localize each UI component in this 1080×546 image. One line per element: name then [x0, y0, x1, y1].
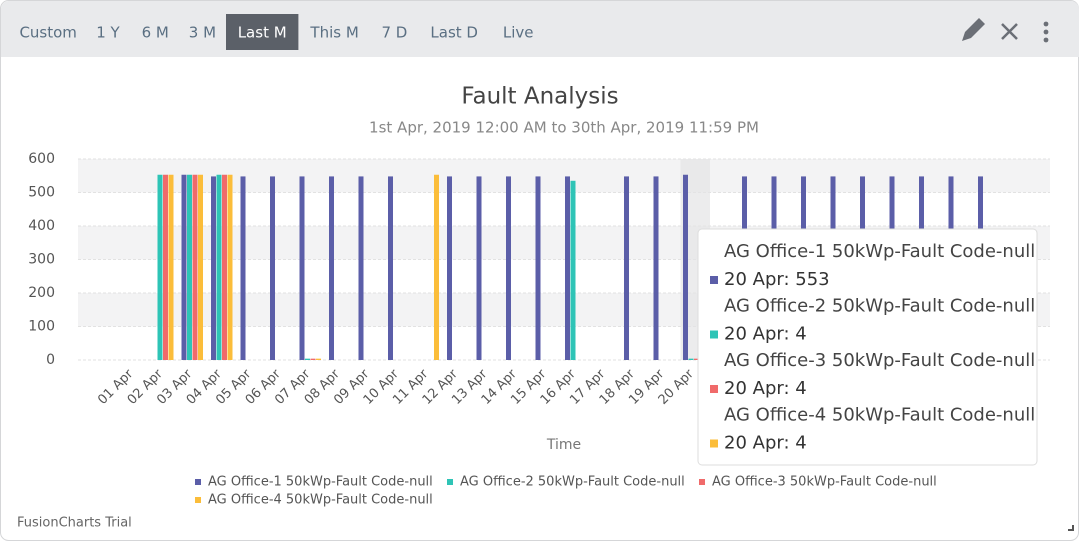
- tooltip-sep: :: [783, 378, 795, 399]
- tooltip-number: 4: [795, 378, 806, 399]
- tooltip-category: 20 Apr: [724, 433, 784, 454]
- bar: [683, 174, 688, 360]
- bar: [305, 358, 310, 360]
- chart-title: Fault Analysis: [461, 84, 618, 110]
- bar: [329, 176, 334, 360]
- x-axis-title: Time: [546, 437, 581, 453]
- close-icon[interactable]: [1001, 23, 1018, 40]
- y-tick-label: 500: [28, 185, 55, 201]
- y-tick-label: 200: [28, 285, 55, 301]
- bar: [476, 176, 482, 360]
- bar: [434, 174, 439, 360]
- menu-icon[interactable]: [1043, 21, 1049, 43]
- bar: [535, 176, 541, 360]
- bar: [316, 358, 321, 360]
- toolbar-icons: [962, 18, 1049, 43]
- y-tick-label: 600: [28, 151, 55, 167]
- legend-label[interactable]: AG Office-1 50kWp-Fault Code-null: [208, 475, 433, 490]
- legend-swatch: [195, 497, 201, 503]
- edit-icon[interactable]: [962, 18, 985, 41]
- bar: [222, 174, 227, 360]
- bar: [447, 176, 452, 360]
- tooltip-series: AG Office-2 50kWp-Fault Code-null: [724, 296, 1035, 317]
- toolbar-button[interactable]: 1 Y: [96, 24, 120, 42]
- bar: [270, 176, 275, 360]
- bar: [310, 358, 316, 360]
- toolbar-button[interactable]: Live: [503, 24, 534, 42]
- bar: [211, 176, 216, 360]
- tooltip-box: [697, 228, 1038, 466]
- tooltip-series: AG Office-3 50kWp-Fault Code-null: [724, 350, 1035, 371]
- legend-swatch: [195, 479, 201, 485]
- tooltip-number: 4: [795, 324, 806, 345]
- bar: [388, 176, 393, 360]
- bar: [565, 176, 570, 360]
- tooltip-value: 20 Apr: 553: [724, 269, 830, 290]
- tooltip-sep: :: [783, 269, 795, 290]
- tooltip-value: 20 Apr: 4: [724, 378, 807, 399]
- bar: [181, 174, 187, 360]
- tooltip-value: 20 Apr: 4: [724, 324, 807, 345]
- chart-subtitle: 1st Apr, 2019 12:00 AM to 30th Apr, 2019…: [369, 119, 759, 137]
- y-tick-label: 100: [28, 319, 55, 335]
- legend-label[interactable]: AG Office-3 50kWp-Fault Code-null: [712, 475, 937, 490]
- grid-band: [78, 159, 1050, 193]
- y-tick-label: 300: [28, 252, 55, 268]
- tooltip: AG Office-1 50kWp-Fault Code-null 20 Apr:…: [697, 228, 1038, 466]
- tooltip-series: AG Office-1 50kWp-Fault Code-null: [724, 241, 1035, 262]
- bar: [299, 176, 305, 360]
- bar: [168, 174, 174, 360]
- toolbar-button[interactable]: 7 D: [381, 24, 407, 42]
- tooltip-sep: :: [783, 324, 795, 345]
- bar: [624, 176, 629, 360]
- bar: [163, 174, 168, 360]
- bar: [653, 176, 659, 360]
- toolbar-button[interactable]: Last D: [430, 24, 478, 42]
- tooltip-swatch: [710, 385, 718, 393]
- y-tick-label: 400: [28, 218, 55, 234]
- legend-label[interactable]: AG Office-2 50kWp-Fault Code-null: [460, 475, 685, 490]
- bar: [570, 180, 576, 360]
- tooltip-swatch: [710, 276, 718, 284]
- toolbar-button[interactable]: Custom: [19, 24, 76, 42]
- bar: [192, 174, 198, 360]
- tooltip-swatch: [710, 330, 718, 339]
- legend-swatch: [699, 479, 705, 485]
- tooltip-category: 20 Apr: [724, 269, 784, 290]
- tooltip-swatch: [710, 439, 718, 448]
- resize-handle[interactable]: [1068, 525, 1074, 531]
- toolbar-button[interactable]: This M: [309, 24, 358, 42]
- bar: [688, 358, 694, 360]
- toolbar-button[interactable]: 3 M: [189, 24, 216, 42]
- toolbar-button-bg: [226, 14, 299, 50]
- tooltip-number: 553: [795, 269, 829, 290]
- bar: [240, 176, 246, 360]
- watermark: FusionCharts Trial: [17, 516, 132, 531]
- toolbar-button[interactable]: Last M: [238, 24, 287, 42]
- tooltip-value: 20 Apr: 4: [724, 433, 807, 454]
- bar: [198, 174, 203, 360]
- tooltip-sep: :: [783, 433, 795, 454]
- tooltip-series: AG Office-4 50kWp-Fault Code-null: [724, 405, 1035, 426]
- bar: [157, 174, 163, 360]
- bar: [358, 176, 364, 360]
- tooltip-number: 4: [795, 433, 806, 454]
- tooltip-category: 20 Apr: [724, 324, 784, 345]
- bar: [187, 174, 192, 360]
- bar: [216, 174, 222, 360]
- bar: [694, 358, 699, 360]
- legend-swatch: [447, 479, 453, 485]
- legend-label[interactable]: AG Office-4 50kWp-Fault Code-null: [208, 493, 433, 508]
- bar: [227, 174, 233, 360]
- tooltip-category: 20 Apr: [724, 378, 784, 399]
- toolbar-button[interactable]: 6 M: [142, 24, 169, 42]
- y-tick-label: 0: [46, 352, 55, 368]
- bar: [506, 176, 511, 360]
